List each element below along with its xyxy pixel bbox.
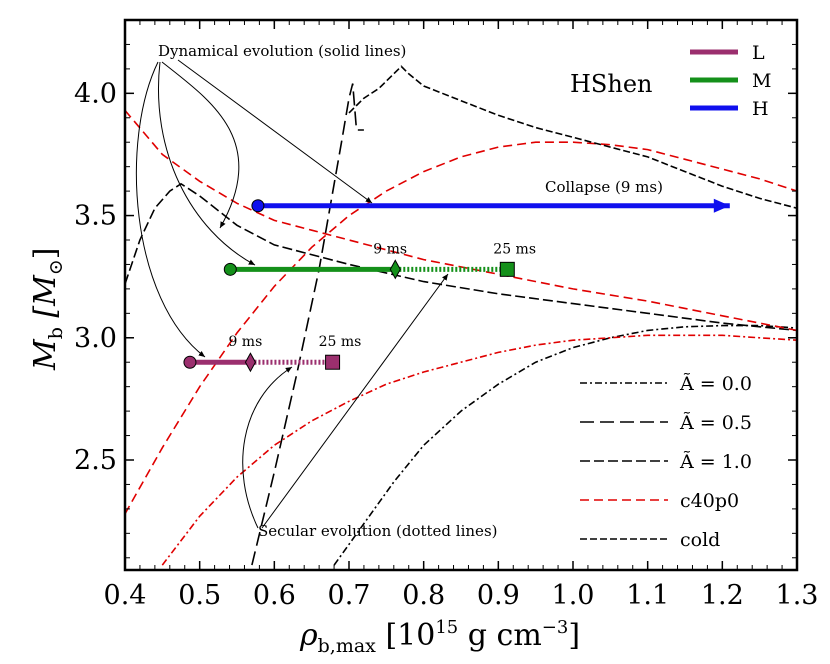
x-tick-label: 0.9 [477, 580, 520, 611]
x-tick-label: 0.5 [178, 580, 221, 611]
arrow-sec-M [261, 273, 449, 529]
curve-c40p0 [125, 109, 797, 332]
track-H-start-marker [251, 199, 265, 213]
curve-c40p0-turnover [125, 141, 797, 515]
track-L-end-label: 25 ms [319, 334, 362, 350]
track-L-mid-label: 9 ms [228, 334, 262, 350]
arrow-dyn-L [135, 61, 206, 358]
y-axis-label: Mb [M⊙] [28, 248, 67, 372]
legend-curve-label-3: c40p0 [680, 490, 739, 512]
curve-A0.0 [333, 324, 797, 566]
x-tick-label: 0.8 [402, 580, 445, 611]
tracks-group: 9 ms 25 ms 9 ms 25 ms Collapse (9 ms) [183, 178, 730, 373]
track-L-mid-marker [244, 352, 257, 373]
legend-curve-label-0: Ã = 0.0 [679, 373, 752, 395]
legend-curves: Ã = 0.0 Ã = 0.5 Ã = 1.0 c40p0 cold [580, 373, 752, 551]
arrow-dyn-mid [161, 61, 240, 229]
collapse-label: Collapse (9 ms) [545, 178, 663, 196]
track-M-mid-label: 9 ms [373, 241, 407, 257]
x-tick-label: 0.7 [328, 580, 371, 611]
hshen-label: HShen [570, 70, 653, 98]
x-axis-label: ρb,max [1015 g cm−3] [299, 617, 580, 657]
legend-tracks: LMH [690, 42, 771, 120]
legend-label-H: H [752, 98, 769, 120]
legend-curve-label-1: Ã = 0.5 [679, 412, 752, 434]
legend-label-M: M [752, 70, 771, 92]
arrow-dyn-M [158, 61, 256, 266]
curve-A1.0 [125, 182, 797, 332]
track-L-end-marker [325, 354, 341, 370]
curve-c40p0-low [161, 334, 797, 566]
x-tick-label: 1.1 [626, 580, 669, 611]
y-tick-label: 3.5 [74, 201, 117, 232]
legend-curve-label-4: cold [680, 529, 720, 551]
x-tick-label: 1.2 [701, 580, 744, 611]
dynamical-evolution-label: Dynamical evolution (solid lines) [158, 42, 406, 60]
plot-frame [123, 18, 799, 572]
track-M-end-label: 25 ms [493, 241, 536, 257]
y-tick-label: 4.0 [74, 78, 117, 109]
x-tick-label: 1.0 [552, 580, 595, 611]
ticks-group: 0.4 0.5 0.6 0.7 0.8 0.9 1.0 1.1 1.2 1.3 2.5 3.0 3.5 4… [74, 20, 818, 611]
x-tick-label: 0.6 [253, 580, 296, 611]
y-tick-label: 2.5 [74, 445, 117, 476]
curves-group [125, 65, 797, 566]
arrow-sec-L [242, 366, 293, 529]
track-M-end-marker [499, 261, 515, 277]
x-tick-label: 1.3 [776, 580, 819, 611]
legend-curve-label-2: Ã = 1.0 [679, 451, 752, 473]
track-L-start-marker [183, 355, 197, 369]
curve-cold [348, 65, 797, 209]
secular-evolution-label: Secular evolution (dotted lines) [258, 522, 498, 540]
track-M-start-marker [223, 262, 237, 276]
legend-label-L: L [752, 42, 765, 64]
curve-A0.5 [251, 83, 364, 566]
track-M-mid-marker [389, 259, 401, 280]
y-tick-label: 3.0 [74, 323, 117, 354]
annotations-group: Dynamical evolution (solid lines) Secular… [135, 42, 498, 540]
x-tick-label: 0.4 [104, 580, 147, 611]
track-H-arrowhead [713, 198, 730, 213]
arrow-dyn-H [177, 59, 373, 204]
